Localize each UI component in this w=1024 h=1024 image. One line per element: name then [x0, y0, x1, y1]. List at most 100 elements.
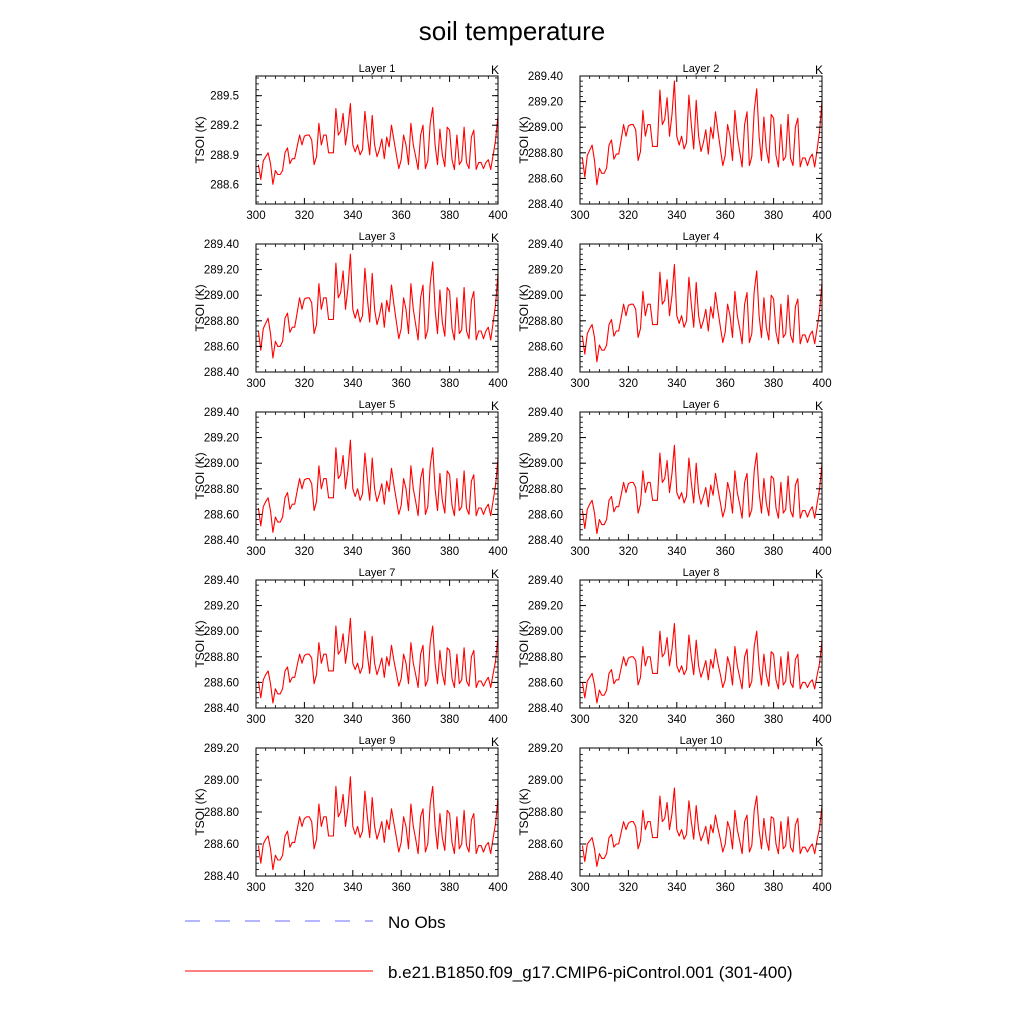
series-line: [581, 622, 823, 704]
x-tick-label: 400: [488, 378, 507, 390]
x-tick-label: 400: [812, 882, 831, 894]
series-line: [257, 103, 499, 185]
x-tick-label: 400: [488, 714, 507, 726]
y-tick-label: 288.60: [528, 509, 563, 521]
y-tick-label: 288.80: [528, 316, 563, 328]
y-tick-label: 289.00: [528, 290, 563, 302]
y-tick-label: 288.60: [528, 677, 563, 689]
panel-title: Layer 1: [359, 63, 396, 75]
series-line: [257, 776, 499, 871]
x-tick-label: 320: [619, 882, 638, 894]
legend-label-no-obs: No Obs: [388, 913, 446, 932]
x-tick-label: 380: [764, 882, 783, 894]
x-tick-label: 300: [570, 378, 589, 390]
y-tick-label: 288.40: [528, 871, 563, 883]
y-axis-label: TSOI (K): [517, 284, 531, 331]
x-tick-label: 320: [295, 882, 314, 894]
x-tick-label: 400: [812, 546, 831, 558]
y-axis-label: TSOI (K): [517, 620, 531, 667]
y-tick-label: 288.60: [528, 341, 563, 353]
panel-title: Layer 5: [359, 399, 396, 411]
y-tick-label: 289.20: [204, 601, 239, 613]
y-tick-label: 288.60: [528, 173, 563, 185]
x-tick-label: 300: [570, 546, 589, 558]
x-tick-label: 340: [667, 378, 686, 390]
panel-title: Layer 3: [359, 231, 396, 243]
x-tick-label: 380: [440, 714, 459, 726]
y-tick-label: 289.40: [528, 575, 563, 587]
y-tick-label: 289.00: [204, 775, 239, 787]
unit-label: K: [491, 399, 499, 413]
x-tick-label: 360: [392, 882, 411, 894]
plot-frame: [579, 579, 823, 709]
y-tick-label: 289.00: [204, 626, 239, 638]
y-axis-label: TSOI (K): [517, 452, 531, 499]
y-tick-label: 288.40: [204, 703, 239, 715]
panel-title: Layer 10: [680, 735, 723, 747]
y-axis-label: TSOI (K): [193, 788, 207, 835]
x-tick-label: 360: [392, 546, 411, 558]
x-tick-label: 360: [716, 714, 735, 726]
unit-label: K: [815, 399, 823, 413]
x-tick-label: 340: [343, 714, 362, 726]
y-tick-label: 288.80: [528, 484, 563, 496]
y-tick-label: 288.80: [528, 807, 563, 819]
y-axis-label: TSOI (K): [517, 116, 531, 163]
x-tick-label: 340: [343, 210, 362, 222]
y-axis-label: TSOI (K): [517, 788, 531, 835]
panel-9: Layer 9 K TSOI (K) 300 320 340 360 380 400 288.40…: [193, 735, 508, 894]
x-tick-label: 320: [295, 378, 314, 390]
panel-7: Layer 7 K TSOI (K) 300 320 340 360 380 400 288.40…: [193, 567, 508, 726]
x-tick-label: 380: [764, 714, 783, 726]
panel-title: Layer 9: [359, 735, 396, 747]
x-tick-label: 300: [246, 378, 265, 390]
x-tick-label: 300: [570, 882, 589, 894]
panel-6: Layer 6 K TSOI (K) 300 320 340 360 380 400 288.40…: [517, 399, 832, 558]
plot-frame: [255, 747, 499, 877]
y-tick-label: 289.00: [204, 458, 239, 470]
series-line: [257, 439, 499, 533]
x-tick-label: 320: [295, 546, 314, 558]
series-line: [257, 253, 499, 359]
y-tick-label: 288.60: [204, 509, 239, 521]
x-tick-label: 300: [570, 714, 589, 726]
plot-frame: [579, 243, 823, 373]
y-tick-label: 288.60: [204, 839, 239, 851]
y-tick-label: 289.20: [528, 433, 563, 445]
x-tick-label: 360: [392, 378, 411, 390]
x-tick-label: 300: [246, 882, 265, 894]
y-tick-label: 289.40: [204, 575, 239, 587]
x-tick-label: 340: [667, 210, 686, 222]
y-tick-label: 288.40: [528, 535, 563, 547]
y-tick-label: 289.20: [528, 601, 563, 613]
y-tick-label: 288.60: [528, 839, 563, 851]
panel-2: Layer 2 K TSOI (K) 300 320 340 360 380 400 288.40…: [517, 63, 832, 222]
x-tick-label: 360: [716, 378, 735, 390]
x-tick-label: 300: [246, 210, 265, 222]
y-tick-label: 288.9: [210, 150, 239, 162]
unit-label: K: [491, 567, 499, 581]
x-tick-label: 320: [619, 210, 638, 222]
unit-label: K: [491, 231, 499, 245]
y-tick-label: 289.2: [210, 120, 239, 132]
y-tick-label: 288.40: [528, 199, 563, 211]
panel-title: Layer 6: [683, 399, 720, 411]
y-tick-label: 289.20: [528, 265, 563, 277]
plot-frame: [255, 579, 499, 709]
y-tick-label: 288.80: [204, 652, 239, 664]
y-tick-label: 288.80: [204, 484, 239, 496]
series-line: [581, 787, 823, 867]
plot-frame: [255, 243, 499, 373]
y-tick-label: 288.40: [204, 535, 239, 547]
x-tick-label: 320: [619, 714, 638, 726]
legend-label-model: b.e21.B1850.f09_g17.CMIP6-piControl.001 …: [388, 963, 793, 982]
x-tick-label: 340: [343, 882, 362, 894]
y-tick-label: 289.20: [528, 97, 563, 109]
panel-4: Layer 4 K TSOI (K) 300 320 340 360 380 400 288.40…: [517, 231, 832, 390]
y-tick-label: 288.40: [204, 367, 239, 379]
x-tick-label: 340: [667, 714, 686, 726]
x-tick-label: 320: [295, 714, 314, 726]
y-tick-label: 288.40: [528, 367, 563, 379]
unit-label: K: [815, 567, 823, 581]
figure-title: soil temperature: [419, 16, 605, 46]
